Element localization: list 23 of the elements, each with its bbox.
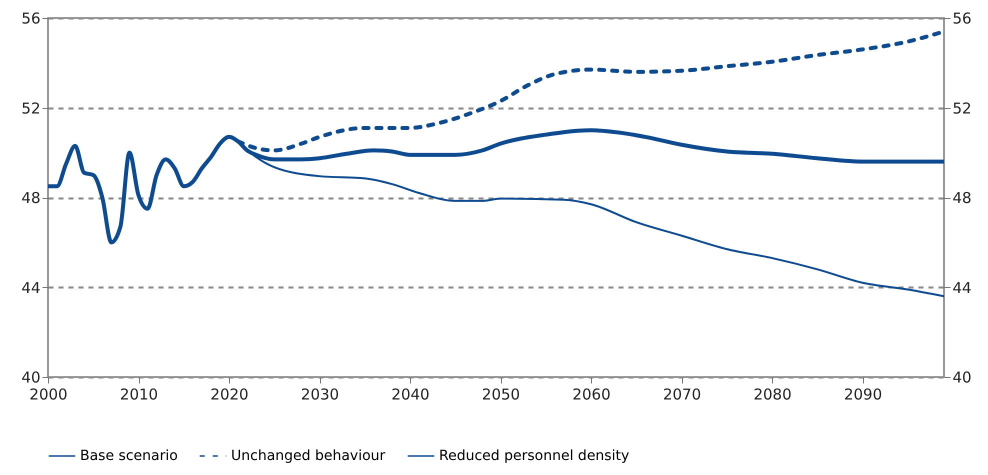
- y2-tick-label: 40: [952, 368, 972, 386]
- y2-tick-label: 48: [952, 189, 972, 207]
- legend-label: Reduced personnel density: [439, 448, 630, 464]
- x-tick-label: 2060: [572, 386, 611, 404]
- x-tick-label: 2080: [753, 386, 792, 404]
- y2-tick-label: 44: [952, 278, 972, 297]
- y2-tick-label: 52: [952, 99, 972, 118]
- y-tick-label: 56: [21, 10, 40, 28]
- y2-tick-label: 56: [952, 10, 972, 28]
- y-tick-label: 48: [21, 189, 40, 207]
- x-tick-label: 2090: [844, 386, 882, 404]
- x-tick-label: 2000: [29, 386, 68, 404]
- x-tick-label: 2070: [662, 386, 702, 404]
- legend-label: Base scenario: [80, 448, 178, 464]
- legend-label: Unchanged behaviour: [231, 448, 386, 464]
- y-tick-label: 52: [21, 99, 40, 118]
- x-tick-label: 2040: [391, 386, 430, 404]
- y-tick-label: 40: [21, 368, 40, 386]
- x-tick-label: 2050: [482, 386, 520, 404]
- y-tick-label: 44: [21, 278, 40, 297]
- x-tick-label: 2020: [210, 386, 249, 404]
- x-tick-label: 2010: [120, 386, 158, 404]
- x-tick-label: 2030: [300, 386, 340, 404]
